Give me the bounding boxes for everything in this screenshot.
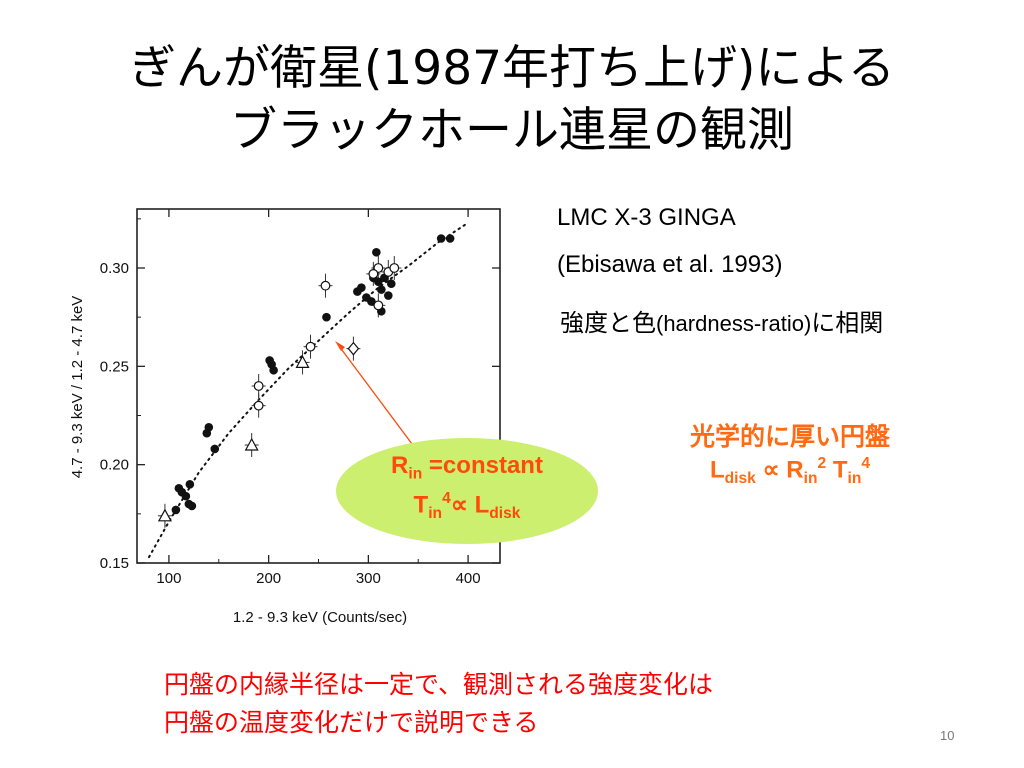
correlation-ja-1: 強度と色: [560, 309, 656, 337]
formula-T: T: [826, 456, 848, 484]
data-point-filled: [210, 444, 220, 454]
citation: (Ebisawa et al. 1993): [557, 251, 783, 278]
y-tick-label: 0.25: [100, 358, 129, 375]
conclusion-line-1: 円盤の内縁半径は一定で、観測される強度変化は: [164, 670, 714, 699]
y-tick-label: 0.30: [100, 260, 129, 277]
x-tick-label: 300: [356, 570, 381, 587]
x-axis-label: 1.2 - 9.3 keV (Counts/sec): [233, 609, 407, 626]
conclusion: 円盤の内縁半径は一定で、観測される強度変化は 円盤の温度変化だけで説明できる: [164, 666, 713, 742]
source-label: LMC X-3 GINGA: [557, 204, 736, 231]
ell-constant: =constant: [422, 452, 543, 479]
formula-L: L: [709, 456, 725, 484]
formula-L-sub: disk: [724, 469, 756, 487]
data-point-filled: [372, 247, 381, 257]
x-tick-label: 400: [456, 570, 481, 587]
ell-prop-L: ∝ L: [450, 491, 490, 519]
slide-title: ぎんが衛星(1987年打ち上げ)による ブラックホール連星の観測: [0, 38, 1024, 162]
correlation-ja-2: に相関: [811, 309, 884, 337]
data-point-open: [373, 300, 384, 311]
title-line-2: ブラックホール連星の観測: [230, 103, 794, 158]
data-point-filled: [187, 501, 197, 511]
data-point-filled: [322, 312, 331, 322]
data-point-filled: [185, 480, 195, 489]
data-point-open: [368, 269, 379, 279]
conclusion-line-2: 円盤の温度変化だけで説明できる: [164, 708, 539, 737]
y-axis-label: 4.7 - 9.3 keV / 1.2 - 4.7 keV: [69, 296, 86, 479]
y-tick-label: 0.15: [100, 555, 129, 572]
data-point-open: [253, 381, 264, 391]
data-point-triangle: [295, 355, 310, 368]
ell-L-sub: disk: [489, 504, 521, 522]
disk-formula: Ldisk ∝ Rin2 Tin4: [640, 455, 940, 488]
data-point-filled: [181, 491, 191, 501]
data-point-open: [320, 280, 331, 291]
correlation-latin: (hardness-ratio): [656, 311, 812, 336]
page-number: 10: [940, 728, 955, 743]
data-point-open: [305, 341, 316, 352]
formula-T-sup: 4: [861, 455, 871, 472]
data-point-filled: [436, 234, 446, 243]
correlation-note: 強度と色(hardness-ratio)に相関: [560, 303, 883, 338]
data-point-filled: [386, 279, 396, 289]
annotation-arrowhead: [335, 341, 345, 351]
ell-R-sub: in: [408, 465, 423, 483]
annotation-arrow: [338, 345, 419, 453]
ellipse-line-2: Tin4∝ Ldisk: [336, 490, 598, 523]
ellipse-line-1: Rin =constant: [336, 452, 598, 483]
data-point-diamond: [347, 341, 360, 356]
data-point-filled: [367, 297, 376, 306]
ell-T-sup: 4: [442, 490, 451, 507]
data-point-filled: [445, 234, 455, 243]
data-point-filled: [357, 283, 366, 292]
ell-R: R: [391, 452, 409, 479]
data-point-filled: [171, 505, 181, 515]
annotation-ellipse: [336, 438, 598, 544]
formula-R-sub: in: [803, 469, 818, 487]
title-line-1: ぎんが衛星(1987年打ち上げ)による: [129, 41, 895, 96]
ell-T: T: [413, 491, 429, 519]
data-point-filled: [377, 285, 386, 294]
data-point-triangle: [157, 508, 172, 522]
data-point-triangle: [244, 437, 259, 451]
formula-R-sup: 2: [817, 455, 827, 472]
data-point-filled: [204, 423, 214, 432]
formula-T-sub: in: [847, 469, 862, 487]
ell-T-sub: in: [428, 504, 443, 522]
disk-heading: 光学的に厚い円盤: [689, 422, 890, 451]
data-point-open: [389, 263, 400, 273]
data-point-filled: [269, 365, 278, 375]
data-point-filled: [384, 291, 393, 300]
data-point-open: [253, 400, 264, 411]
x-tick-label: 200: [256, 570, 281, 587]
x-tick-label: 100: [156, 570, 181, 587]
y-tick-label: 0.20: [100, 457, 129, 474]
formula-prop-R: ∝ R: [755, 456, 804, 484]
